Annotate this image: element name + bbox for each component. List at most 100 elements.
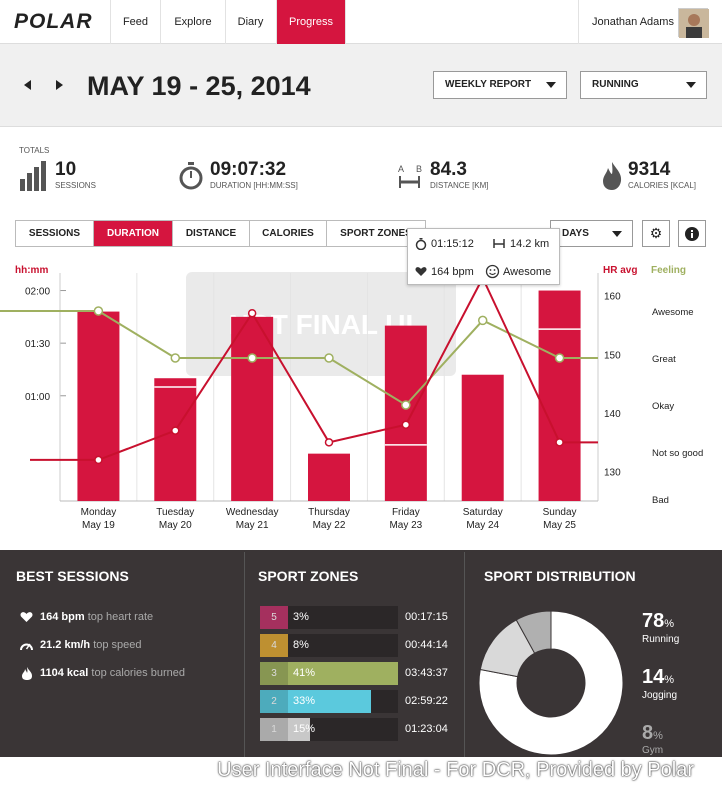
feeling-axis-label: Feeling <box>651 265 687 276</box>
left-tick-label: 01:30 <box>25 339 50 350</box>
session-tooltip: 01:15:12 14.2 km 164 bpm Awesome <box>407 228 560 285</box>
x-tick-label-day: Sunday <box>543 507 577 518</box>
chevron-down-icon <box>686 82 696 88</box>
chevron-down-icon <box>612 231 622 237</box>
left-tick-label: 02:00 <box>25 287 50 298</box>
duration-bar <box>231 316 274 501</box>
duration-bar <box>308 453 350 501</box>
panel-divider <box>244 552 245 757</box>
sport-value: RUNNING <box>592 79 639 90</box>
zone-row: 1 15% <box>260 718 398 741</box>
zone-number: 3 <box>260 662 288 685</box>
zone-row: 5 3% <box>260 606 398 629</box>
polar-logo[interactable]: POLAR <box>14 10 93 33</box>
tooltip-feeling: Awesome <box>503 266 552 278</box>
zone-time: 01:23:04 <box>405 723 448 735</box>
dist-gym-pct: 8% <box>642 722 663 744</box>
info-icon <box>685 227 699 241</box>
best-calories-desc: top calories burned <box>91 667 185 679</box>
duration-label: DURATION [HH:MM:SS] <box>210 181 298 190</box>
svg-text:B: B <box>416 164 422 174</box>
stopwatch-icon <box>415 238 427 250</box>
report-type-value: WEEKLY REPORT <box>445 79 532 90</box>
right-tick-label: 130 <box>604 468 621 479</box>
user-name[interactable]: Jonathan Adams <box>592 16 674 28</box>
feeling-point <box>554 353 565 363</box>
tab-sport-zones[interactable]: SPORT ZONES <box>340 228 412 239</box>
feeling-point <box>324 353 334 363</box>
nav-feed[interactable]: Feed <box>110 0 160 44</box>
days-value: DAYS <box>562 228 589 239</box>
tab-duration[interactable]: DURATION <box>94 221 173 246</box>
right-tick-label: 140 <box>604 409 621 420</box>
zone-number: 2 <box>260 690 288 713</box>
nav-diary[interactable]: Diary <box>225 0 275 44</box>
sport-dropdown[interactable]: RUNNING <box>580 71 707 99</box>
x-tick-label-day: Friday <box>392 507 420 518</box>
date-header: MAY 19 - 25, 2014 WEEKLY REPORT RUNNING <box>0 44 722 127</box>
tooltip-duration: 01:15:12 <box>431 238 474 250</box>
feeling-point <box>477 315 488 326</box>
duration-bar <box>154 378 197 501</box>
x-tick-label-date: May 23 <box>389 520 422 531</box>
zone-percent: 33% <box>293 695 316 707</box>
duration-value: 09:07:32 <box>210 159 287 180</box>
duration-chart: NOT FINAL UI02:0001:3001:00160150140130A… <box>0 272 703 531</box>
nav-explore[interactable]: Explore <box>160 0 225 44</box>
hr-point <box>401 420 411 429</box>
feeling-tick-label: Okay <box>652 401 674 412</box>
zone-number: 5 <box>260 606 288 629</box>
report-type-dropdown[interactable]: WEEKLY REPORT <box>433 71 567 99</box>
zone-row: 2 33% <box>260 690 398 713</box>
info-button[interactable] <box>678 220 706 247</box>
distance-label: DISTANCE [KM] <box>430 181 489 190</box>
x-tick-label-day: Monday <box>81 507 117 518</box>
duration-bar <box>384 325 427 501</box>
feeling-point <box>401 400 411 410</box>
best-hr-value: 164 bpm <box>40 611 85 623</box>
feeling-point <box>247 353 257 363</box>
zone-percent: 15% <box>293 723 316 735</box>
zone-time: 00:17:15 <box>405 611 448 623</box>
tab-distance[interactable]: DISTANCE <box>173 221 250 246</box>
feeling-point <box>93 306 104 316</box>
x-tick-label-day: Wednesday <box>226 507 279 518</box>
hr-point <box>555 438 564 447</box>
x-tick-label-day: Thursday <box>308 507 350 518</box>
x-tick-label-date: May 22 <box>313 520 346 531</box>
feeling-tick-label: Bad <box>652 495 669 506</box>
bar-chart-icon <box>20 161 46 191</box>
right-tick-label: 160 <box>604 292 621 303</box>
heart-icon <box>415 267 427 276</box>
avatar[interactable] <box>678 8 709 38</box>
donut-slice <box>478 610 624 756</box>
settings-button[interactable]: ⚙ <box>642 220 670 247</box>
sessions-value: 10 <box>55 159 77 180</box>
zone-bar <box>260 662 398 685</box>
days-dropdown[interactable]: DAYS <box>550 220 633 247</box>
dist-running-label: Running <box>642 634 680 645</box>
sessions-label: SESSIONS <box>55 181 96 190</box>
right-tick-label: 150 <box>604 350 621 361</box>
feeling-tick-label: Not so good <box>652 448 703 459</box>
zone-row: 3 41% <box>260 662 398 685</box>
tab-sessions[interactable]: SESSIONS <box>16 221 94 246</box>
nav-divider <box>578 0 579 44</box>
sport-distribution-donut <box>478 610 624 756</box>
next-week-arrow-icon[interactable] <box>56 80 63 90</box>
nav-progress[interactable]: Progress <box>276 0 345 44</box>
heart-icon <box>20 612 33 622</box>
duration-bar <box>538 290 581 501</box>
tooltip-hr: 164 bpm <box>431 266 474 278</box>
tooltip-distance: 14.2 km <box>510 238 550 250</box>
svg-text:A: A <box>398 164 404 174</box>
duration-bar <box>461 374 504 501</box>
best-speed-value: 21.2 km/h <box>40 639 91 651</box>
totals-label: TOTALS <box>19 146 50 155</box>
distance-value: 84.3 <box>430 159 467 180</box>
prev-week-arrow-icon[interactable] <box>24 80 31 90</box>
tab-calories[interactable]: CALORIES <box>250 221 327 246</box>
calories-label: CALORIES [KCAL] <box>628 181 697 190</box>
x-tick-label-day: Saturday <box>463 507 503 518</box>
top-nav: POLAR Feed Explore Diary Progress Jonath… <box>0 0 722 44</box>
